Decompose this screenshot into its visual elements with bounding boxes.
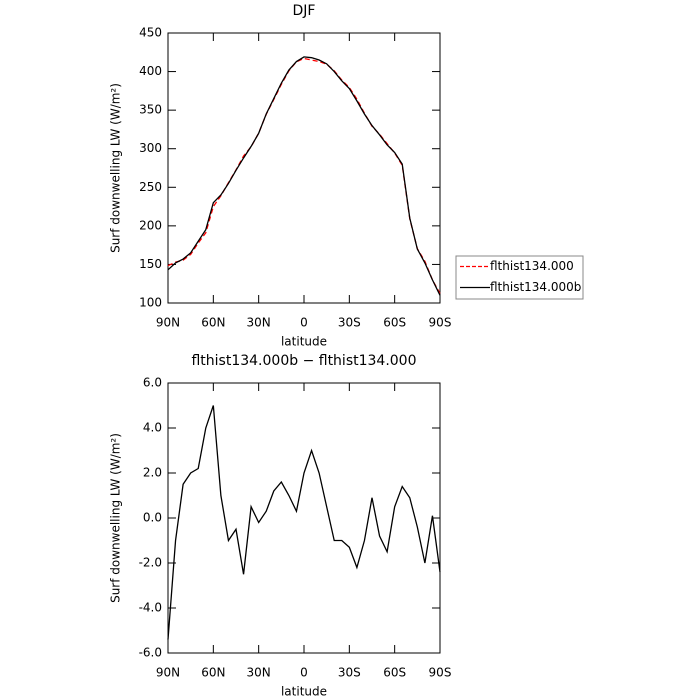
y-tick-label: 2.0 (143, 466, 162, 480)
y-tick-label: -6.0 (139, 646, 162, 660)
y-axis-label: Surf downwelling LW (W/m²) (109, 433, 123, 603)
y-tick-label: 150 (139, 257, 162, 271)
x-tick-label: 90N (156, 316, 180, 330)
line-series (167, 57, 441, 294)
plot-frame (167, 32, 441, 304)
legend-label: flthist134.000 (490, 259, 574, 273)
x-tick-label: 60S (383, 666, 406, 680)
y-tick-label: 450 (139, 26, 162, 40)
chart-title: DJF (293, 3, 316, 19)
x-tick-label: 60N (201, 316, 225, 330)
legend-box (455, 255, 584, 300)
x-tick-label: 0 (300, 666, 308, 680)
x-tick-label: 90N (156, 666, 180, 680)
y-tick-label: 100 (139, 296, 162, 310)
x-tick-label: 90S (429, 316, 452, 330)
line-series (167, 405, 441, 640)
y-tick-label: 6.0 (143, 376, 162, 390)
y-tick-label: 4.0 (143, 421, 162, 435)
y-tick-label: -2.0 (139, 556, 162, 570)
y-tick-label: 0.0 (143, 511, 162, 525)
y-tick-label: 200 (139, 218, 162, 232)
x-tick-label: 30S (338, 666, 361, 680)
x-axis-label: latitude (281, 335, 327, 349)
x-tick-label: 30N (247, 316, 271, 330)
x-tick-label: 30N (247, 666, 271, 680)
y-tick-label: 300 (139, 141, 162, 155)
chart-title: flthist134.000b − flthist134.000 (191, 353, 416, 369)
y-tick-label: 400 (139, 64, 162, 78)
x-axis-label: latitude (281, 685, 327, 699)
x-tick-label: 30S (338, 316, 361, 330)
x-tick-label: 60S (383, 316, 406, 330)
y-axis-label: Surf downwelling LW (W/m²) (109, 83, 123, 253)
line-series (167, 56, 441, 296)
x-tick-label: 90S (429, 666, 452, 680)
y-tick-label: -4.0 (139, 601, 162, 615)
y-tick-label: 350 (139, 103, 162, 117)
legend-label: flthist134.000b (490, 280, 581, 294)
x-tick-label: 60N (201, 666, 225, 680)
plot-frame (167, 382, 441, 654)
y-tick-label: 250 (139, 180, 162, 194)
x-tick-label: 0 (300, 316, 308, 330)
